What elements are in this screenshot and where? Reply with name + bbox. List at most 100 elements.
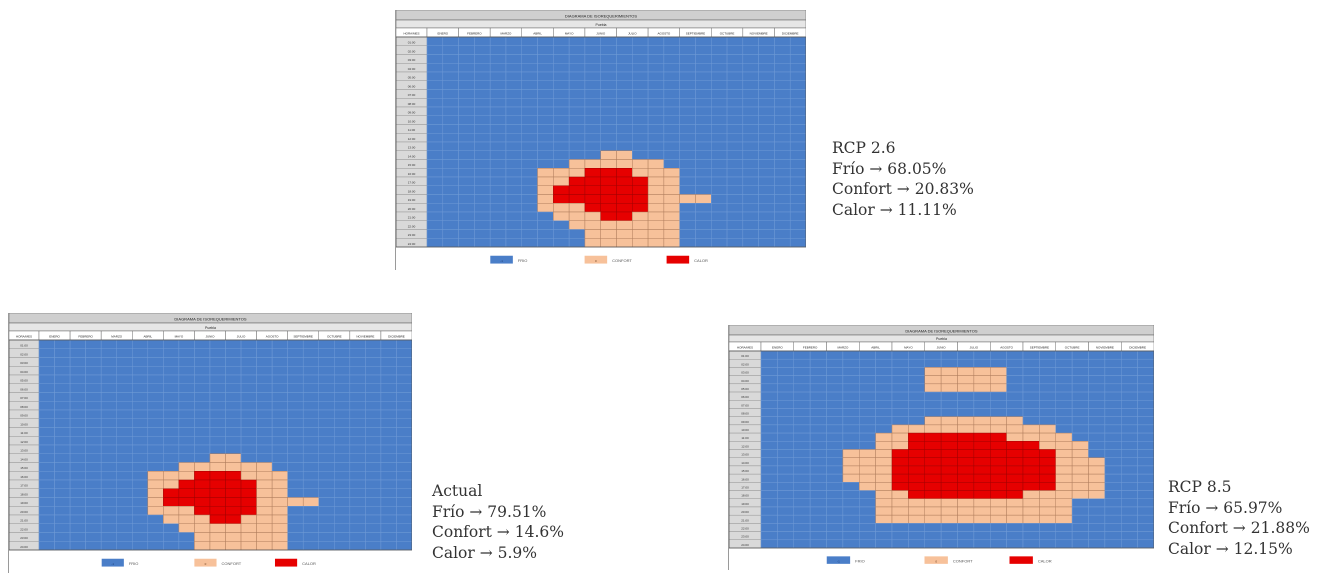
cell-frio	[647, 124, 665, 134]
cell-calor	[891, 482, 909, 491]
cell-frio	[54, 523, 71, 533]
hour-label: 13:00	[408, 146, 416, 150]
cell-frio	[474, 124, 491, 134]
cell-calor	[973, 449, 991, 458]
hour-label: 01:00	[741, 354, 749, 358]
cell-frio	[616, 141, 633, 151]
cell-frio	[1137, 358, 1154, 368]
cell-frio	[442, 115, 459, 125]
cell-frio	[632, 106, 649, 116]
cell-frio	[793, 383, 811, 393]
cell-frio	[38, 392, 55, 402]
cell-frio	[568, 98, 586, 108]
cell-frio	[1088, 408, 1106, 417]
cell-frio	[116, 392, 133, 402]
cell-frio	[69, 506, 86, 516]
legend-label-confort: CONFORT	[612, 258, 632, 263]
cell-confort	[632, 168, 649, 178]
cell-frio	[1137, 391, 1154, 401]
cell-frio	[859, 416, 876, 426]
cell-calor	[891, 449, 909, 458]
cell-frio	[178, 374, 195, 384]
hour-label: 11:00	[741, 436, 749, 440]
cell-frio	[287, 374, 304, 384]
cell-frio	[116, 409, 133, 419]
legend-swatch-calor	[1009, 556, 1033, 564]
cell-calor	[1039, 449, 1056, 458]
cell-confort	[973, 416, 991, 426]
cell-frio	[695, 45, 712, 55]
cell-frio	[742, 176, 759, 186]
cell-frio	[380, 401, 397, 411]
cell-frio	[1121, 350, 1138, 360]
cell-frio	[521, 238, 538, 248]
cell-frio	[568, 89, 586, 99]
cell-frio	[647, 141, 665, 151]
cell-frio	[442, 106, 459, 116]
cell-frio	[489, 150, 507, 160]
cell-confort	[1055, 432, 1073, 442]
cell-confort	[147, 479, 164, 489]
cell-frio	[474, 211, 491, 221]
cell-frio	[777, 441, 794, 450]
cell-frio	[973, 408, 991, 417]
cell-frio	[859, 358, 876, 368]
cell-frio	[1137, 441, 1154, 450]
cell-frio	[777, 490, 794, 500]
cell-frio	[1006, 383, 1024, 393]
cell-confort	[990, 375, 1007, 385]
cell-frio	[194, 383, 211, 393]
cell-frio	[793, 416, 811, 426]
cell-confort	[647, 220, 665, 230]
cell-frio	[240, 357, 257, 367]
cell-calor	[940, 449, 958, 458]
cell-frio	[679, 141, 696, 151]
cell-frio	[1022, 383, 1040, 393]
cell-frio	[760, 358, 778, 368]
hour-label: 14:00	[20, 457, 28, 461]
cell-confort	[875, 506, 893, 516]
cell-frio	[663, 106, 680, 116]
cell-frio	[1039, 375, 1056, 385]
cell-frio	[891, 350, 909, 360]
cell-frio	[826, 408, 844, 417]
cell-frio	[302, 427, 320, 437]
cell-frio	[147, 444, 164, 454]
cell-frio	[789, 98, 806, 108]
cell-frio	[521, 194, 538, 204]
cell-frio	[442, 71, 459, 81]
legend-swatch-frio	[101, 558, 124, 567]
cell-confort	[891, 506, 909, 516]
cell-frio	[809, 358, 827, 368]
legend-label-calor: CALOR	[302, 561, 316, 566]
cell-frio	[1121, 432, 1138, 442]
cell-frio	[537, 106, 554, 116]
cell-frio	[442, 124, 459, 134]
cell-frio	[271, 392, 288, 402]
cell-frio	[842, 350, 860, 360]
cell-frio	[826, 482, 844, 491]
cell-frio	[793, 400, 811, 409]
cell-frio	[758, 159, 775, 169]
cell-frio	[194, 374, 211, 384]
legend-label-confort: CONFORT	[953, 558, 973, 563]
cell-frio	[758, 71, 775, 81]
hour-label: 22:00	[20, 527, 28, 531]
cell-frio	[789, 141, 806, 151]
cell-frio	[568, 71, 586, 81]
cell-frio	[1039, 531, 1056, 541]
cell-frio	[1039, 358, 1056, 368]
cell-frio	[679, 203, 696, 213]
cell-confort	[163, 514, 180, 524]
cell-frio	[163, 401, 180, 411]
cell-frio	[147, 348, 164, 358]
cell-frio	[426, 89, 444, 99]
cell-calor	[940, 482, 958, 491]
cell-confort	[663, 203, 680, 213]
cell-frio	[679, 133, 696, 143]
cell-confort	[990, 498, 1007, 508]
cell-frio	[789, 203, 806, 213]
cell-frio	[537, 54, 554, 64]
cell-calor	[209, 514, 226, 524]
cell-frio	[334, 471, 351, 481]
